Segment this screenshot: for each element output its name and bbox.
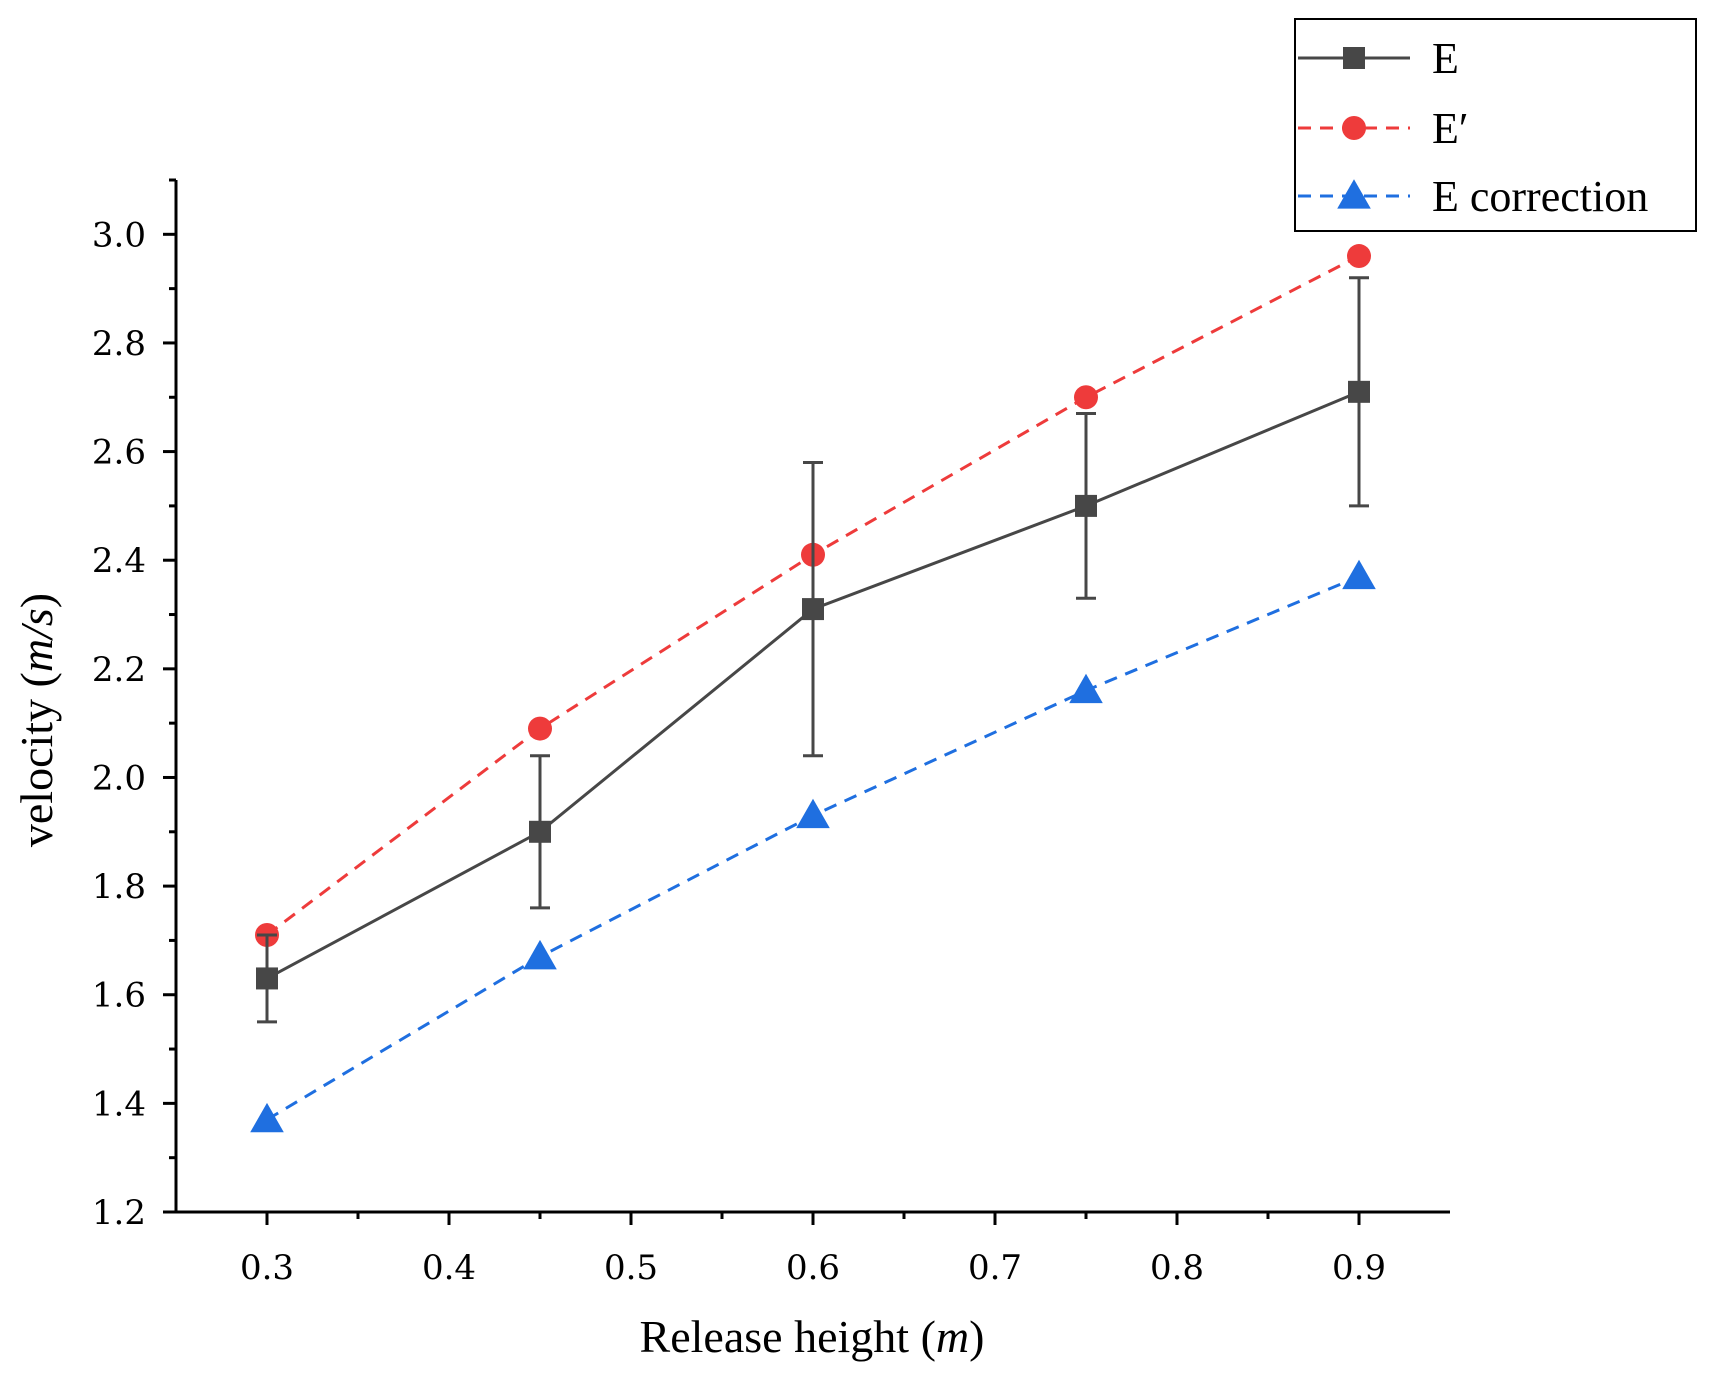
data-point-e [802,598,824,621]
y-tick-label: 2.8 [92,324,146,364]
y-tick-label: 1.2 [92,1193,146,1233]
legend-label-e: E [1432,34,1459,83]
x-axis-unit: m [936,1311,969,1362]
series-e [256,276,1370,1024]
y-ticks: 1.2 1.4 1.6 1.8 2.0 2.2 2.4 2.6 2.8 3.0 [92,178,176,1233]
series-e-correction [250,559,1376,1133]
data-point-e [1348,380,1370,403]
y-tick-label: 1.6 [92,976,146,1016]
y-tick-label: 2.6 [92,433,146,473]
y-tick-label: 2.0 [92,758,146,798]
y-tick-label: 2.4 [92,541,146,581]
y-tick-label: 2.2 [92,650,146,690]
x-tick-label: 0.6 [786,1248,840,1288]
data-point-e [256,967,278,990]
data-point-e-correction [523,939,557,970]
x-tick-label: 0.5 [604,1248,658,1288]
y-axis-title-text: velocity [11,699,62,847]
data-point-e-correction [1069,673,1103,704]
legend-marker-e-prime [1342,116,1366,140]
x-tick-label: 0.3 [240,1248,294,1288]
data-point-e-prime [1074,385,1098,410]
data-point-e [1075,494,1097,517]
legend-item-e: E [1298,34,1459,83]
data-point-e-prime [528,716,552,741]
x-tick-label: 0.4 [422,1248,476,1288]
legend: E E′ E correction [1294,18,1697,232]
y-axis-unit: m/s [11,608,62,672]
legend-label-e-prime: E′ [1432,104,1469,153]
x-axis-title: Release height (m) [640,1311,985,1362]
y-tick-label: 3.0 [92,215,146,255]
legend-item-e-prime: E′ [1298,104,1469,153]
data-point-e [529,820,551,843]
x-tick-label: 0.7 [968,1248,1022,1288]
y-tick-label: 1.4 [92,1084,146,1124]
x-ticks: 0.3 0.4 0.5 0.6 0.7 0.8 0.9 [240,1212,1386,1288]
legend-marker-e-correction [1337,179,1371,209]
legend-label-e-correction: E correction [1432,172,1648,221]
x-tick-label: 0.8 [1150,1248,1204,1288]
y-tick-label: 1.8 [92,867,146,907]
series-layer [250,244,1376,1133]
x-tick-label: 0.9 [1332,1248,1386,1288]
data-point-e-prime [1347,244,1371,269]
x-axis-title-text: Release height [640,1311,910,1362]
y-axis-title: velocity (m/s) [11,593,62,847]
data-point-e-correction [250,1102,284,1133]
data-point-e-correction [1342,559,1376,590]
data-point-e-correction [796,798,830,829]
legend-marker-e [1343,47,1365,69]
legend-item-e-correction: E correction [1298,172,1648,221]
